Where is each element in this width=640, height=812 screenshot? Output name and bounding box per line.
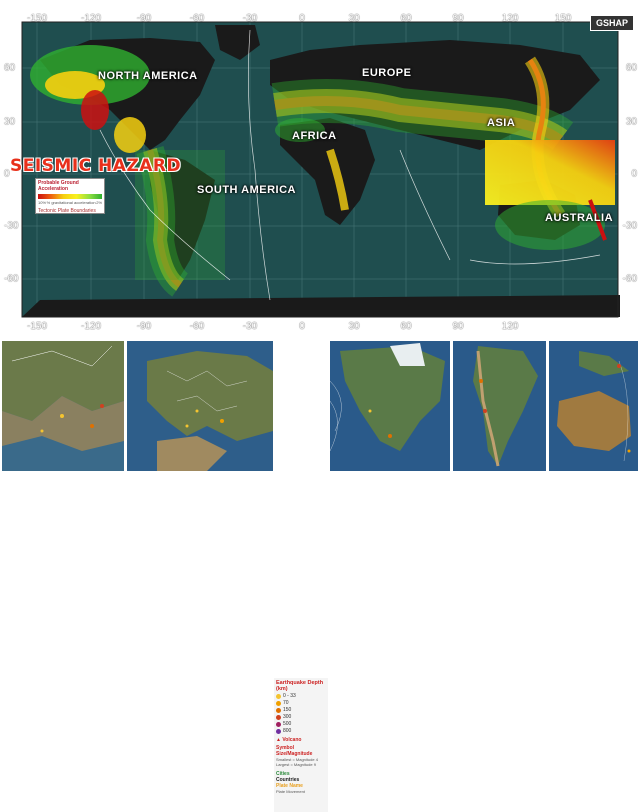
panel-europe [127,341,273,471]
map-graphic [21,21,620,318]
label-north-america: NORTH AMERICA [98,70,198,82]
lon-tick: 30 [348,13,360,24]
depth-dot [276,721,281,727]
depth-dot [276,707,281,713]
lat-tick: 0 [4,168,10,180]
lon-tick: -30 [242,13,258,24]
legend-high: 2% [96,200,102,205]
lon-tick: -90 [136,321,152,332]
depth-dot [276,693,281,699]
lat-tick: -60 [622,273,637,285]
lon-tick: 60 [400,321,412,332]
lon-tick: -120 [80,13,102,24]
depth-label: 800 [283,728,292,734]
lon-tick: 60 [400,13,412,24]
lat-tick: 60 [4,62,16,74]
symbol-size-label: Symbol Size/Magnitude [276,745,313,757]
lon-tick: 90 [452,13,464,24]
label-asia: ASIA [487,117,516,129]
depth-label: 300 [283,714,292,720]
depth-dot [276,728,281,734]
legend-low: 10% [38,200,47,205]
lat-tick: -60 [4,273,19,285]
depth-legend: Earthquake Depth (km) 0 - 33 70 150 300 … [274,678,328,812]
label-africa: AFRICA [292,130,337,142]
credit-label: UNAVCO [586,321,620,330]
volcano-icon: ▲ [276,737,281,743]
lat-tick: -30 [4,220,19,232]
lon-tick: 0 [299,321,305,332]
lon-tick: -30 [242,321,258,332]
hazard-legend: Probable Ground Acceleration 10% % gravi… [35,178,105,214]
depth-legend-title: Earthquake Depth (km) [276,680,324,692]
legend-mid: % gravitational acceleration [46,200,96,205]
label-south-america: SOUTH AMERICA [197,184,296,196]
lat-tick: 30 [625,116,637,128]
lon-tick: 120 [501,13,519,24]
gshap-badge: GSHAP [589,15,634,31]
lon-tick: 0 [299,13,305,24]
depth-dot [276,700,281,706]
lon-tick: -60 [189,13,205,24]
lon-tick: -120 [80,321,102,332]
legend-title: Probable Ground Acceleration [38,180,79,192]
plate-note: Plate Movement [276,789,305,794]
lon-tick: 120 [501,321,519,332]
panel-north-america [330,341,450,471]
depth-label: 150 [283,707,292,713]
lon-tick: 90 [452,321,464,332]
lon-tick: 30 [348,321,360,332]
depth-label: 0 - 33 [283,693,296,699]
lon-tick: -150 [26,321,48,332]
lon-tick: -90 [136,13,152,24]
plate-boundaries [99,29,601,301]
hazard-zones [30,45,615,297]
panel-south-america [453,341,546,471]
depth-dot [276,714,281,720]
label-europe: EUROPE [362,67,412,79]
label-australia: AUSTRALIA [545,212,614,224]
lat-tick: 0 [631,168,637,180]
lat-tick: 30 [4,116,16,128]
legend-colorbar [38,194,102,199]
lon-tick: 150 [554,13,572,24]
regional-maps-strip: Earthquake Depth (km) 0 - 33 70 150 300 … [0,339,640,812]
depth-label: 500 [283,721,292,727]
seismic-hazard-map: -150 -120 -90 -60 -30 0 30 60 90 120 150… [0,0,640,338]
depth-label: 70 [283,700,289,706]
map-title: SEISMIC HAZARD [10,156,182,176]
lat-tick: 60 [625,62,637,74]
legend-plates: Tectonic Plate Boundaries [38,208,96,214]
panel-asia [2,341,124,471]
panel-australia [549,341,638,471]
lat-tick: -30 [622,220,637,232]
lon-tick: -150 [26,13,48,24]
lon-tick: -60 [189,321,205,332]
volcano-label: Volcano [282,737,302,743]
symbol-largest: Largest = Magnitude 9 [276,762,316,767]
